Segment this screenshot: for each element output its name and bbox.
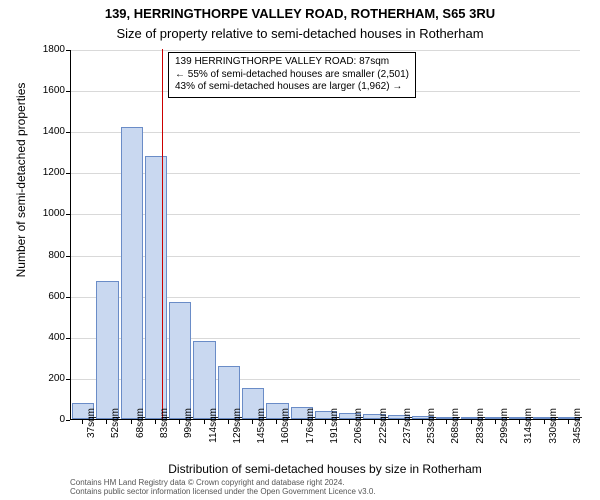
credits: Contains HM Land Registry data © Crown c…: [70, 478, 580, 496]
x-tick-label: 268sqm: [450, 408, 461, 458]
x-tick-mark: [301, 420, 302, 424]
x-tick-mark: [179, 420, 180, 424]
x-tick-mark: [519, 420, 520, 424]
histogram-bar: [145, 156, 167, 419]
y-tick-label: 0: [25, 414, 65, 425]
x-tick-label: 345sqm: [572, 408, 583, 458]
x-tick-mark: [544, 420, 545, 424]
gridline: [71, 132, 580, 133]
x-tick-mark: [495, 420, 496, 424]
y-tick-mark: [66, 173, 70, 174]
y-tick-mark: [66, 214, 70, 215]
x-tick-label: 206sqm: [353, 408, 364, 458]
x-tick-mark: [82, 420, 83, 424]
y-tick-mark: [66, 379, 70, 380]
y-tick-mark: [66, 256, 70, 257]
x-tick-label: 237sqm: [402, 408, 413, 458]
x-tick-mark: [252, 420, 253, 424]
x-tick-mark: [155, 420, 156, 424]
x-tick-label: 68sqm: [135, 408, 146, 458]
y-tick-mark: [66, 91, 70, 92]
x-tick-label: 83sqm: [159, 408, 170, 458]
x-tick-label: 176sqm: [305, 408, 316, 458]
y-tick-mark: [66, 50, 70, 51]
y-tick-mark: [66, 420, 70, 421]
y-axis-label: Number of semi-detached properties: [14, 30, 28, 330]
subject-vline: [162, 49, 163, 419]
annotation-line: 43% of semi-detached houses are larger (…: [175, 81, 409, 94]
x-tick-label: 299sqm: [499, 408, 510, 458]
credits-line1: Contains HM Land Registry data © Crown c…: [70, 478, 580, 487]
y-tick-mark: [66, 132, 70, 133]
chart-title-line1: 139, HERRINGTHORPE VALLEY ROAD, ROTHERHA…: [0, 6, 600, 21]
y-tick-label: 400: [25, 332, 65, 343]
x-tick-label: 283sqm: [475, 408, 486, 458]
y-tick-label: 1800: [25, 44, 65, 55]
x-tick-label: 129sqm: [232, 408, 243, 458]
x-tick-label: 314sqm: [523, 408, 534, 458]
y-tick-label: 1200: [25, 167, 65, 178]
x-tick-mark: [276, 420, 277, 424]
x-tick-label: 160sqm: [280, 408, 291, 458]
x-tick-mark: [568, 420, 569, 424]
y-tick-label: 800: [25, 250, 65, 261]
x-tick-label: 145sqm: [256, 408, 267, 458]
histogram-bar: [96, 281, 118, 419]
chart-figure: 139, HERRINGTHORPE VALLEY ROAD, ROTHERHA…: [0, 0, 600, 500]
x-tick-label: 114sqm: [208, 408, 219, 458]
y-tick-label: 200: [25, 373, 65, 384]
y-tick-label: 1600: [25, 85, 65, 96]
x-tick-mark: [446, 420, 447, 424]
x-tick-label: 253sqm: [426, 408, 437, 458]
x-tick-mark: [349, 420, 350, 424]
x-tick-label: 52sqm: [110, 408, 121, 458]
histogram-bar: [121, 127, 143, 419]
credits-line2: Contains public sector information licen…: [70, 487, 580, 496]
y-tick-label: 1000: [25, 208, 65, 219]
x-tick-mark: [131, 420, 132, 424]
x-tick-mark: [228, 420, 229, 424]
y-tick-mark: [66, 297, 70, 298]
chart-title-line2: Size of property relative to semi-detach…: [0, 26, 600, 41]
annotation-line: ← 55% of semi-detached houses are smalle…: [175, 69, 409, 82]
x-tick-label: 37sqm: [86, 408, 97, 458]
x-tick-mark: [422, 420, 423, 424]
y-tick-label: 600: [25, 291, 65, 302]
y-tick-label: 1400: [25, 126, 65, 137]
x-tick-label: 191sqm: [329, 408, 340, 458]
x-tick-mark: [374, 420, 375, 424]
annotation-line: 139 HERRINGTHORPE VALLEY ROAD: 87sqm: [175, 56, 409, 69]
gridline: [71, 50, 580, 51]
x-tick-mark: [471, 420, 472, 424]
x-axis-label: Distribution of semi-detached houses by …: [70, 462, 580, 476]
x-tick-mark: [325, 420, 326, 424]
x-tick-mark: [106, 420, 107, 424]
x-tick-mark: [204, 420, 205, 424]
plot-area: 139 HERRINGTHORPE VALLEY ROAD: 87sqm← 55…: [70, 50, 580, 420]
histogram-bar: [169, 302, 191, 419]
x-tick-label: 222sqm: [378, 408, 389, 458]
x-tick-label: 99sqm: [183, 408, 194, 458]
x-tick-mark: [398, 420, 399, 424]
x-tick-label: 330sqm: [548, 408, 559, 458]
annotation-box: 139 HERRINGTHORPE VALLEY ROAD: 87sqm← 55…: [168, 52, 416, 98]
y-tick-mark: [66, 338, 70, 339]
